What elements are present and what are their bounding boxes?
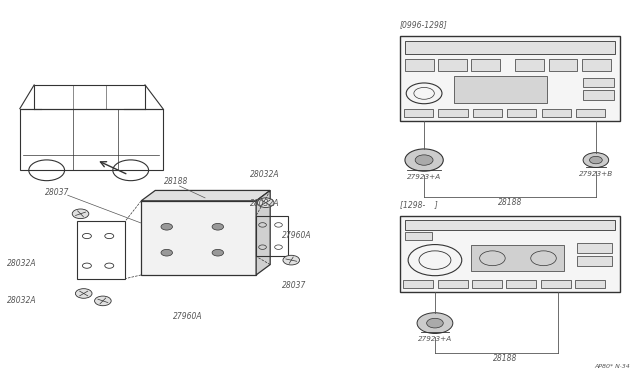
Circle shape <box>415 155 433 165</box>
Text: 28188: 28188 <box>493 354 518 363</box>
Circle shape <box>405 149 444 171</box>
Bar <box>577 256 612 266</box>
Text: 27923+A: 27923+A <box>418 336 452 342</box>
Polygon shape <box>256 190 270 275</box>
Circle shape <box>257 198 274 208</box>
Bar <box>256 216 288 256</box>
Bar <box>506 280 536 288</box>
Bar <box>577 243 612 253</box>
Bar <box>576 109 605 118</box>
Bar <box>454 76 547 103</box>
Circle shape <box>212 224 223 230</box>
Text: 28032A: 28032A <box>250 199 280 208</box>
Circle shape <box>417 313 453 334</box>
Bar <box>400 36 620 121</box>
Bar <box>77 221 125 279</box>
Bar <box>541 109 571 118</box>
Bar <box>438 280 467 288</box>
Bar <box>405 232 432 240</box>
Bar <box>403 280 433 288</box>
Bar <box>405 58 434 71</box>
Bar <box>471 246 564 271</box>
Text: 28037: 28037 <box>282 281 306 290</box>
Text: 28032A: 28032A <box>250 170 280 179</box>
Bar <box>548 58 577 71</box>
Circle shape <box>95 296 111 306</box>
Bar <box>141 201 256 275</box>
Bar <box>400 216 620 292</box>
Circle shape <box>161 224 173 230</box>
Text: 27923+A: 27923+A <box>407 174 441 180</box>
Bar <box>438 58 467 71</box>
Bar <box>541 280 571 288</box>
Text: [1298-    ]: [1298- ] <box>400 201 438 209</box>
Bar <box>20 109 163 170</box>
Bar <box>472 109 502 118</box>
Text: AP80* N·34: AP80* N·34 <box>594 363 630 369</box>
Text: 28188: 28188 <box>498 198 522 207</box>
Bar <box>583 78 614 87</box>
Bar <box>583 90 614 100</box>
Bar <box>438 109 467 118</box>
Bar <box>515 58 544 71</box>
Text: 27960A: 27960A <box>173 312 203 321</box>
Bar <box>405 41 615 54</box>
Text: 28037: 28037 <box>45 188 70 197</box>
Circle shape <box>212 249 223 256</box>
Circle shape <box>589 156 602 164</box>
Text: [0996-1298]: [0996-1298] <box>400 20 447 29</box>
Circle shape <box>583 153 609 167</box>
Text: 28188: 28188 <box>164 177 188 186</box>
Polygon shape <box>141 190 270 201</box>
Bar <box>34 85 145 109</box>
Circle shape <box>283 255 300 265</box>
Bar <box>404 109 433 118</box>
Bar <box>575 280 605 288</box>
Text: 27960A: 27960A <box>282 231 311 240</box>
Circle shape <box>161 249 173 256</box>
Bar <box>471 58 500 71</box>
Bar <box>582 58 611 71</box>
Text: 28032A: 28032A <box>7 296 36 305</box>
Text: 27923+B: 27923+B <box>579 171 613 177</box>
Bar <box>472 280 502 288</box>
Circle shape <box>427 318 444 328</box>
Circle shape <box>76 289 92 298</box>
Circle shape <box>72 209 89 219</box>
Text: 28032A: 28032A <box>7 259 36 268</box>
Bar <box>405 221 615 230</box>
Bar <box>507 109 536 118</box>
